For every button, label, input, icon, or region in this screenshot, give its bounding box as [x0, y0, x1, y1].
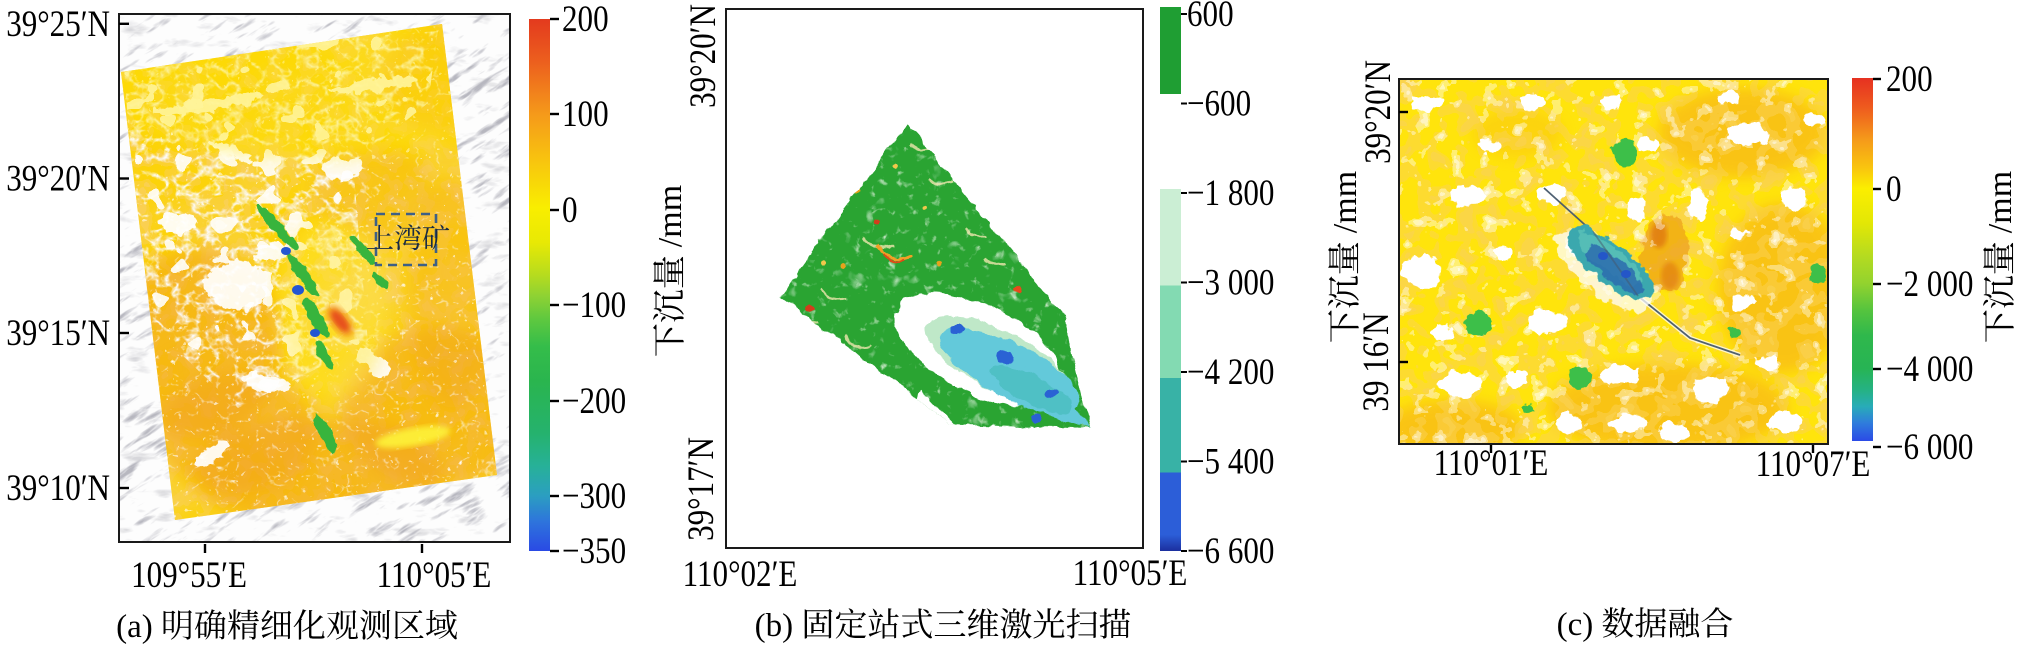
svg-text:−4 200: −4 200 [1187, 353, 1274, 393]
svg-text:200: 200 [1886, 60, 1933, 100]
svg-text:39°17′N: 39°17′N [682, 437, 722, 541]
svg-text:−5 400: −5 400 [1187, 442, 1274, 482]
svg-text:39°20′N: 39°20′N [684, 4, 724, 108]
svg-text:−200: −200 [562, 382, 626, 422]
svg-text:39 16′N: 39 16′N [1357, 312, 1397, 411]
svg-text:−4 000: −4 000 [1886, 350, 1973, 390]
svg-text:−350: −350 [562, 532, 626, 572]
svg-text:109°55′E: 109°55′E [131, 556, 247, 596]
svg-text:/mm: /mm [1982, 171, 2017, 233]
svg-text:−300: −300 [562, 477, 626, 517]
svg-text:−2 000: −2 000 [1886, 265, 1973, 305]
svg-text:110°02′E: 110°02′E [683, 555, 798, 595]
svg-text:39°20′N: 39°20′N [1359, 60, 1399, 164]
svg-text:39°25′N: 39°25′N [6, 4, 110, 44]
svg-text:(b): (b) [755, 608, 793, 644]
svg-text:0: 0 [1886, 170, 1902, 210]
svg-text:−100: −100 [562, 286, 626, 326]
svg-text:−600: −600 [1187, 84, 1251, 124]
svg-text:(a): (a) [116, 609, 153, 645]
svg-text:(c): (c) [1557, 607, 1594, 643]
svg-text:−6 600: −6 600 [1187, 532, 1274, 572]
svg-text:600: 600 [1187, 0, 1234, 35]
svg-text:110°05′E: 110°05′E [1073, 554, 1188, 594]
svg-text:0: 0 [562, 191, 578, 231]
svg-text:39°10′N: 39°10′N [6, 469, 110, 509]
svg-text:110°05′E: 110°05′E [377, 556, 492, 596]
svg-text:200: 200 [562, 0, 609, 40]
svg-text:−6 000: −6 000 [1886, 428, 1973, 468]
svg-text:39°15′N: 39°15′N [6, 314, 110, 354]
svg-text:100: 100 [562, 95, 609, 135]
svg-text:39°20′N: 39°20′N [6, 159, 110, 199]
svg-text:−3 000: −3 000 [1187, 263, 1274, 303]
svg-text:/mm: /mm [1327, 171, 1364, 233]
svg-text:/mm: /mm [652, 185, 689, 247]
svg-text:−1 800: −1 800 [1187, 174, 1274, 214]
